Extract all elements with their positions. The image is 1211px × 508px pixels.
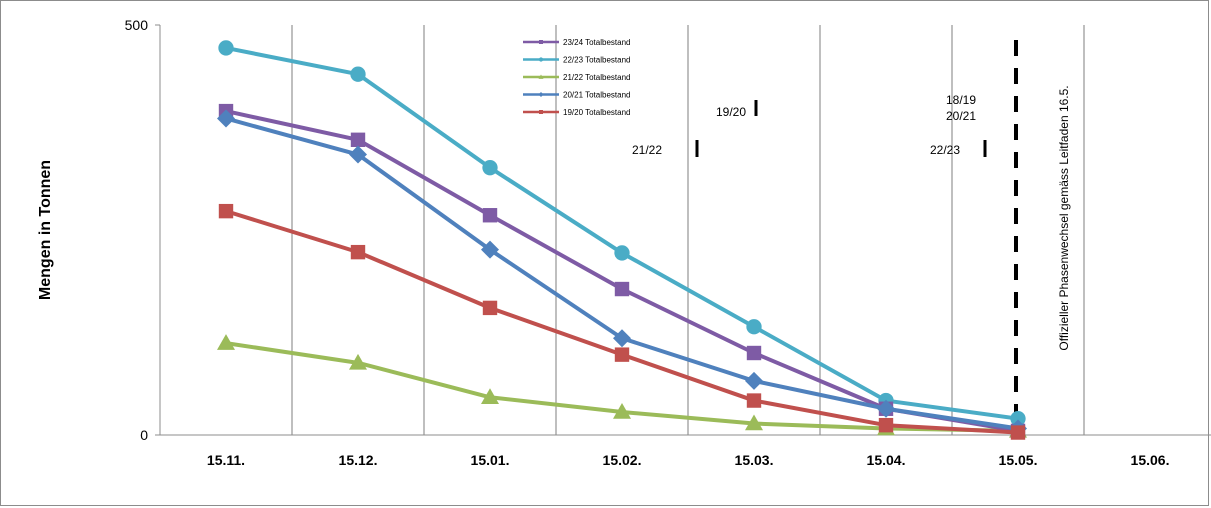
data-point-marker [613, 403, 631, 419]
data-point-marker [482, 208, 498, 223]
legend-entry-label: 20/21 Totalbestand [563, 91, 630, 100]
grid-layer [291, 25, 1085, 435]
series-20-21 [217, 109, 1027, 438]
legend-entry-label: 21/22 Totalbestand [563, 73, 630, 82]
data-point-marker [746, 319, 762, 335]
phase-change-note: Offizieller Phasenwechsel gemäss Leitfad… [1057, 85, 1071, 350]
data-point-marker [218, 203, 234, 219]
data-point-marker [350, 244, 366, 260]
series-23-24 [218, 103, 1026, 439]
data-point-marker [349, 145, 367, 164]
data-point-marker [746, 393, 762, 408]
data-point-marker [614, 245, 630, 261]
x-tick-label: 15.01. [471, 452, 510, 468]
data-point-marker [539, 110, 543, 114]
phase-change-note-box [1046, 40, 1080, 403]
data-point-marker [1010, 425, 1026, 440]
data-point-marker [349, 353, 367, 370]
data-point-marker [613, 329, 631, 348]
annotation-22-23: 22/23 [930, 143, 960, 157]
data-point-marker [217, 334, 235, 350]
series-19-20 [218, 203, 1026, 440]
data-point-marker [538, 57, 544, 62]
data-point-marker [877, 399, 895, 418]
x-tick-label: 15.12. [339, 452, 378, 468]
annotation-18-19: 18/19 [946, 93, 976, 107]
annotation-20-21: 20/21 [946, 109, 976, 123]
data-point-marker [614, 281, 630, 297]
data-point-marker [538, 74, 544, 79]
data-point-marker [481, 388, 499, 405]
data-point-marker [350, 66, 366, 82]
y-tick-label: 0 [140, 427, 148, 443]
x-tick-label: 15.05. [999, 452, 1038, 468]
x-tick-label: 15.04. [867, 452, 906, 468]
y-axis-label: Mengen in Tonnen [37, 160, 54, 300]
data-point-marker [746, 345, 762, 361]
x-tick-label: 15.02. [603, 452, 642, 468]
legend-entry-label: 19/20 Totalbestand [563, 108, 630, 117]
data-point-marker [482, 300, 498, 316]
legend: 23/24 Totalbestand 22/23 Totalbestand 21/2… [523, 38, 630, 117]
x-ticks: 15.11. 15.12. 15.01. 15.02. 15.03. 15.04. 15.0… [207, 452, 1170, 468]
axis-layer [159, 25, 1211, 436]
data-point-marker [218, 40, 234, 56]
data-point-marker [614, 347, 630, 362]
data-point-marker [538, 92, 544, 97]
data-point-marker [539, 40, 543, 44]
legend-entry-label: 22/23 Totalbestand [563, 56, 630, 65]
data-point-marker [745, 371, 763, 390]
data-point-marker [878, 417, 894, 433]
data-point-marker [481, 240, 499, 259]
series-line [225, 109, 1019, 433]
y-ticks: 500 0 [125, 17, 160, 443]
data-point-marker [350, 132, 366, 147]
x-tick-label: 15.11. [207, 452, 245, 468]
series-line [225, 209, 1019, 435]
x-tick-label: 15.03. [735, 452, 774, 468]
series-line [225, 116, 1019, 431]
data-point-marker [1010, 410, 1026, 427]
legend-entry-label: 23/24 Totalbestand [563, 38, 630, 47]
data-point-marker [217, 109, 235, 128]
annotation-21-22: 21/22 [632, 143, 662, 157]
y-tick-label: 500 [125, 17, 149, 33]
x-tick-label: 15.06. [1131, 452, 1170, 468]
series-line [225, 45, 1019, 421]
data-point-marker [745, 414, 763, 431]
annotation-19-20: 19/20 [716, 105, 746, 119]
data-point-marker [482, 160, 498, 176]
series-layer [217, 40, 1027, 440]
